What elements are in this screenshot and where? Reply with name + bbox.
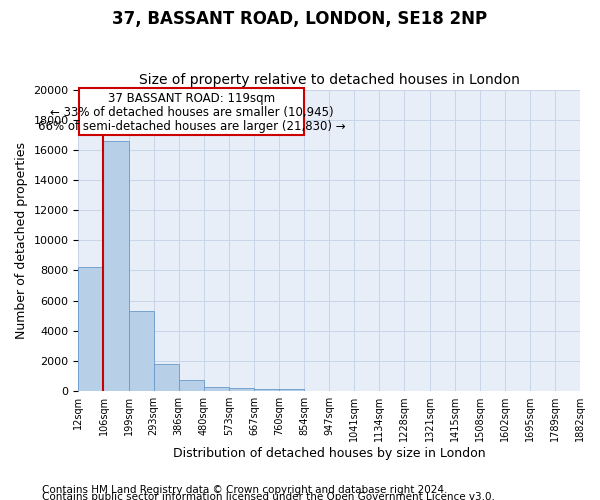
X-axis label: Distribution of detached houses by size in London: Distribution of detached houses by size … — [173, 447, 485, 460]
Bar — [79, 268, 103, 391]
Bar — [204, 386, 229, 391]
Bar — [128, 311, 154, 391]
Bar — [279, 390, 304, 391]
Bar — [254, 388, 279, 391]
Text: 37, BASSANT ROAD, LONDON, SE18 2NP: 37, BASSANT ROAD, LONDON, SE18 2NP — [112, 10, 488, 28]
Text: 66% of semi-detached houses are larger (21,830) →: 66% of semi-detached houses are larger (… — [38, 120, 346, 133]
Text: Contains HM Land Registry data © Crown copyright and database right 2024.: Contains HM Land Registry data © Crown c… — [42, 485, 448, 495]
Bar — [229, 388, 254, 391]
Bar — [179, 380, 204, 391]
Text: 37 BASSANT ROAD: 119sqm: 37 BASSANT ROAD: 119sqm — [108, 92, 275, 105]
Text: ← 33% of detached houses are smaller (10,945): ← 33% of detached houses are smaller (10… — [50, 106, 334, 119]
Y-axis label: Number of detached properties: Number of detached properties — [15, 142, 28, 339]
Text: Contains public sector information licensed under the Open Government Licence v3: Contains public sector information licen… — [42, 492, 495, 500]
Bar — [103, 141, 128, 391]
Title: Size of property relative to detached houses in London: Size of property relative to detached ho… — [139, 73, 520, 87]
Bar — [154, 364, 179, 391]
FancyBboxPatch shape — [79, 88, 304, 135]
